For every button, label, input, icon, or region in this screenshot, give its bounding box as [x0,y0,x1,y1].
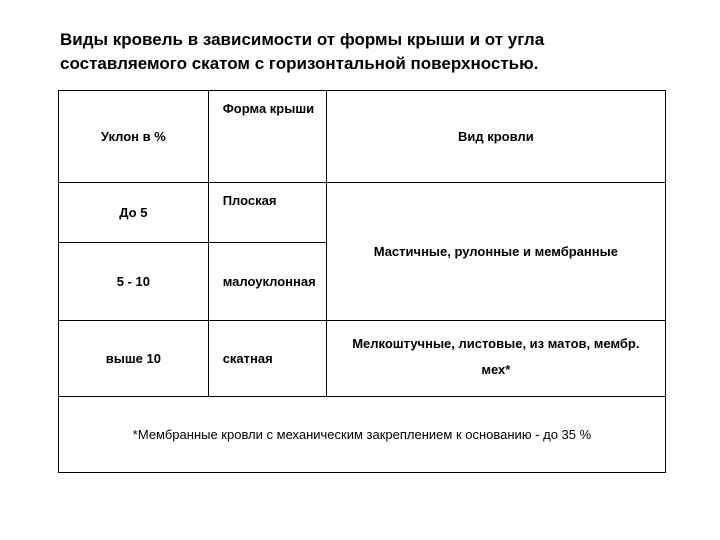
header-slope: Уклон в % [59,90,209,182]
table-row: До 5 Плоская Мастичные, рулонные и мембр… [59,182,666,242]
table-footnote-row: *Мембранные кровли с механическим закреп… [59,396,666,472]
header-shape: Форма крыши [208,90,326,182]
cell-slope-1: До 5 [59,182,209,242]
cell-shape-1: Плоская [208,182,326,242]
cell-type-3-line2: мех* [481,362,510,377]
table-header-row: Уклон в % Форма крыши Вид кровли [59,90,666,182]
cell-slope-3: выше 10 [59,320,209,396]
page-title: Виды кровель в зависимости от формы крыш… [30,28,690,76]
roof-types-table: Уклон в % Форма крыши Вид кровли До 5 Пл… [58,90,666,473]
cell-type-3-line1: Мелкоштучные, листовые, из матов, мембр. [352,336,639,351]
header-type: Вид кровли [326,90,665,182]
cell-footnote: *Мембранные кровли с механическим закреп… [59,396,666,472]
cell-shape-3: скатная [208,320,326,396]
cell-type-3: Мелкоштучные, листовые, из матов, мембр.… [326,320,665,396]
cell-slope-2: 5 - 10 [59,242,209,320]
cell-shape-2: малоуклонная [208,242,326,320]
table-row: выше 10 скатная Мелкоштучные, листовые, … [59,320,666,396]
cell-type-merged: Мастичные, рулонные и мембранные [326,182,665,320]
title-line1: Виды кровель в зависимости от формы крыш… [60,30,544,49]
title-line2: составляемого скатом с горизонтальной по… [60,54,538,73]
